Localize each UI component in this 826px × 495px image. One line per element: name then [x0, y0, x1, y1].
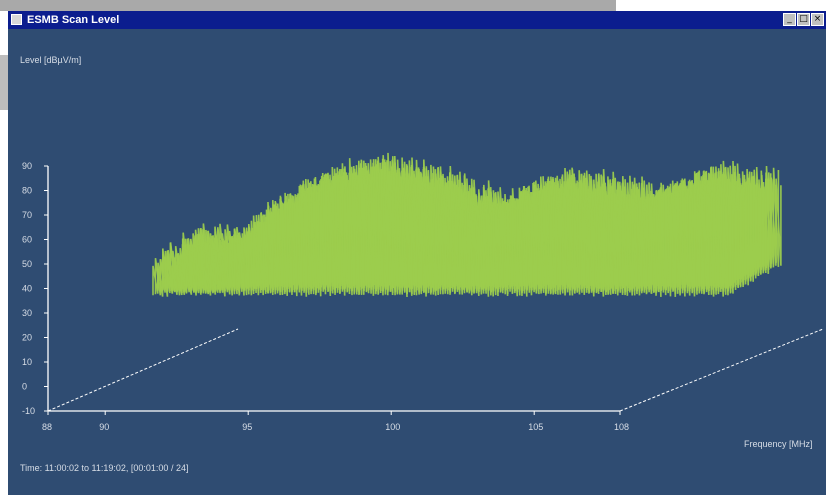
y-axis-label: Level [dBµV/m]: [20, 55, 81, 65]
waterfall-trace: [152, 185, 729, 298]
y-tick-label: 60: [22, 235, 32, 245]
x-ticks: 88 90 95 100 105 108: [42, 411, 629, 432]
x-tick-label: 88: [42, 422, 52, 432]
background-strip-right: [616, 0, 826, 11]
time-axis-right: [619, 328, 824, 412]
x-tick-label: 100: [385, 422, 400, 432]
y-tick-label: 50: [22, 259, 32, 269]
x-tick-label: 90: [99, 422, 109, 432]
y-tick-label: 30: [22, 308, 32, 318]
time-range-label: Time: 11:00:02 to 11:19:02, [00:01:00 / …: [20, 463, 188, 473]
waterfall-traces: [152, 152, 782, 298]
scan-level-window: ESMB Scan Level _ □ × -10 0 10 20 30 40 50 60 70…: [8, 11, 826, 495]
close-button[interactable]: ×: [811, 13, 824, 26]
side-panel-fragment: [0, 55, 8, 110]
background-strip: [0, 0, 616, 11]
title-bar[interactable]: ESMB Scan Level _ □ ×: [8, 11, 826, 29]
y-tick-label: 20: [22, 333, 32, 343]
y-ticks: -10 0 10 20 30 40 50 60 70 80 90: [22, 161, 48, 416]
y-tick-label: -10: [22, 406, 35, 416]
y-tick-label: 0: [22, 382, 27, 392]
x-tick-label: 108: [614, 422, 629, 432]
y-tick-label: 80: [22, 186, 32, 196]
time-axis-left: [47, 328, 239, 412]
window-title: ESMB Scan Level: [27, 14, 120, 26]
window-controls: _ □ ×: [783, 13, 824, 26]
x-axis-label: Frequency [MHz]: [744, 439, 813, 449]
app-icon[interactable]: [11, 14, 22, 25]
minimize-button[interactable]: _: [783, 13, 796, 26]
maximize-button[interactable]: □: [797, 13, 810, 26]
y-tick-label: 90: [22, 161, 32, 171]
y-tick-label: 10: [22, 357, 32, 367]
y-tick-label: 70: [22, 210, 32, 220]
x-tick-label: 95: [242, 422, 252, 432]
waterfall-chart: -10 0 10 20 30 40 50 60 70 80 90 88 90 95 100 105 108 L…: [20, 55, 824, 473]
y-tick-label: 40: [22, 284, 32, 294]
x-tick-label: 105: [528, 422, 543, 432]
